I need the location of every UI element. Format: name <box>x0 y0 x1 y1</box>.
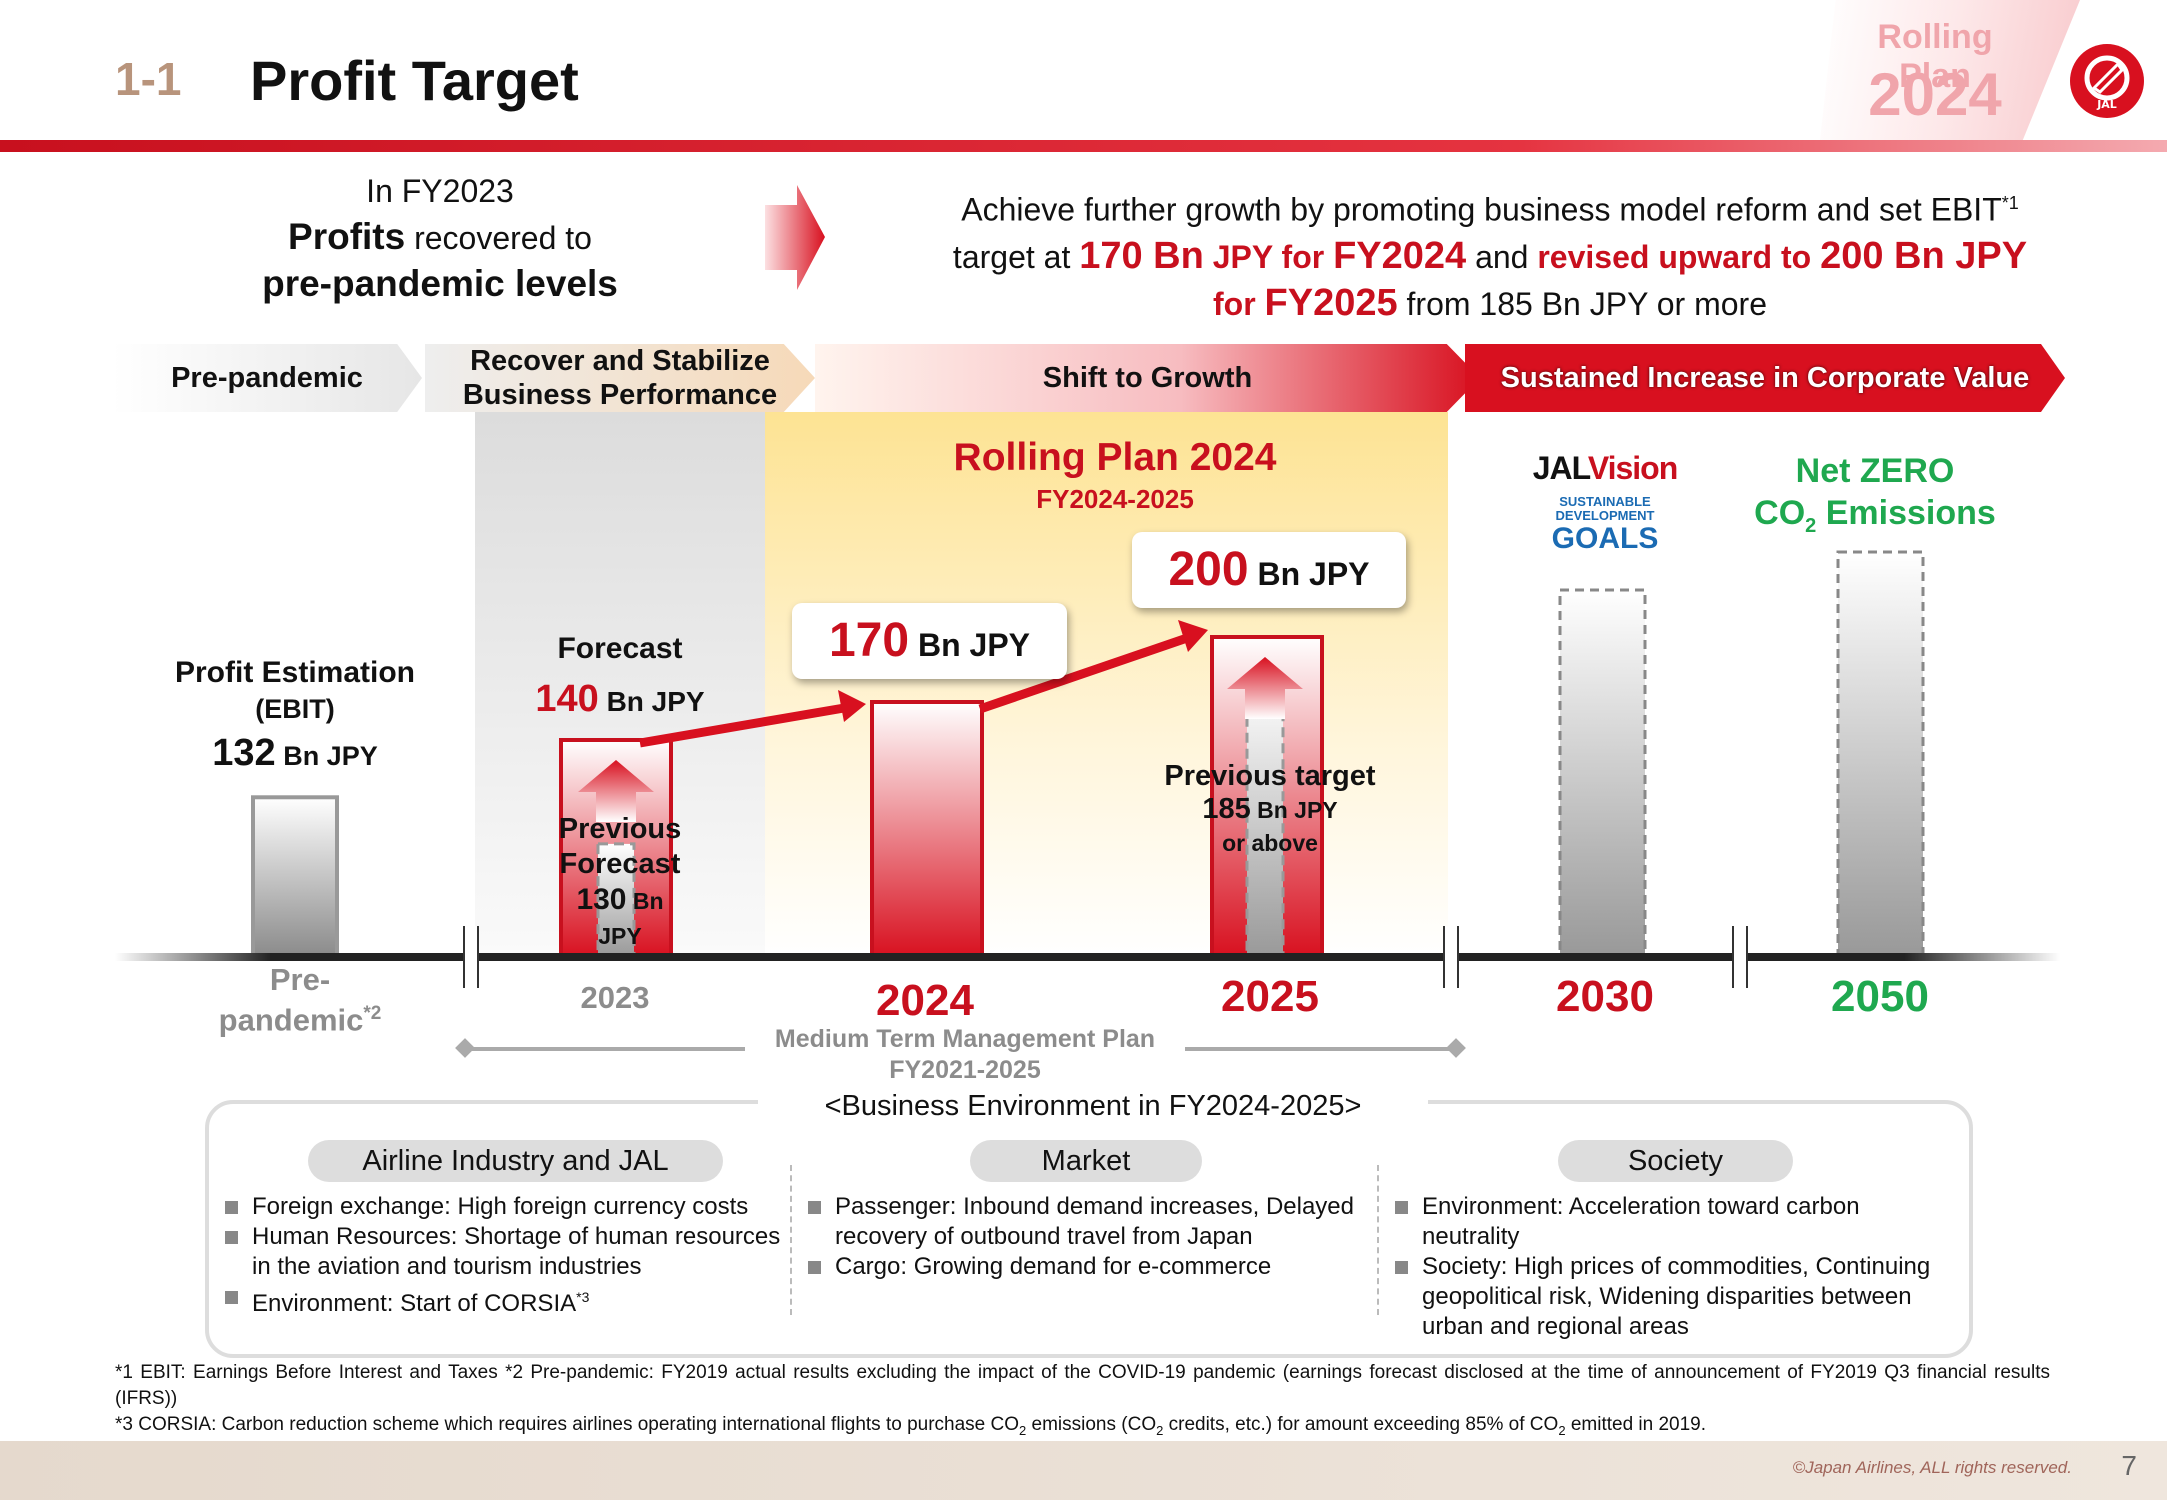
fy2025-previous-label: Previous target 185 Bn JPY or above <box>1164 760 1376 856</box>
year-prepandemic: Pre- pandemic*2 <box>218 962 382 1038</box>
intro-right: Achieve further growth by promoting busi… <box>900 180 2080 327</box>
timeline-axis <box>115 953 2060 961</box>
page-title: Profit Target <box>250 49 579 112</box>
intro-left: In FY2023 Profits recovered to pre-pande… <box>220 168 660 307</box>
header-band <box>0 140 2167 152</box>
env-col2-list: Passenger: Inbound demand increases, Del… <box>808 1192 1378 1282</box>
env-col3-list: Environment: Acceleration toward carbon … <box>1395 1192 1960 1342</box>
footnote-3: *3 CORSIA: Carbon reduction scheme which… <box>115 1414 1707 1438</box>
intro-right-line2: target at 170 Bn JPY for FY2024 and revi… <box>952 234 2028 277</box>
phase-pre-pandemic: Pre-pandemic <box>112 344 422 412</box>
column-divider <box>1377 1165 1379 1315</box>
column-divider <box>790 1165 792 1315</box>
fy2023-previous-label: Previous Forecast 130 Bn JPY <box>558 813 682 949</box>
previous-bar-2023 <box>596 842 636 959</box>
copyright: ©Japan Airlines, ALL rights reserved. <box>1792 1458 2072 1477</box>
profit-estimation-label: Profit Estimation <box>174 656 415 689</box>
intro-line1: In FY2023 <box>366 173 514 209</box>
intro-right-line1: Achieve further growth by promoting busi… <box>961 191 2019 228</box>
list-item: Cargo: Growing demand for e-commerce <box>808 1252 1378 1282</box>
axis-break <box>1732 926 1748 988</box>
env-col1-title: Airline Industry and JAL <box>308 1140 723 1182</box>
fy2024-callout: 170 Bn JPY <box>792 603 1067 679</box>
sdg-goals-icon: GOALS <box>1551 522 1659 555</box>
prepandemic-value: 132 <box>212 732 276 774</box>
env-col2-title: Market <box>970 1140 1202 1182</box>
env-col1-list: Foreign exchange: High foreign currency … <box>225 1192 785 1319</box>
forecast-label: Forecast <box>557 632 683 665</box>
growth-arrow-head-icon <box>838 690 866 722</box>
growth-arrow-head-icon <box>1178 620 1208 652</box>
bar-Pre-pandemic <box>251 795 339 960</box>
year-2025: 2025 <box>1221 972 1319 1021</box>
year-2024: 2024 <box>876 976 974 1025</box>
vision-text: Vision <box>1587 450 1678 486</box>
page-number: 7 <box>2121 1450 2137 1481</box>
year-2030: 2030 <box>1556 972 1654 1021</box>
business-environment-title: <Business Environment in FY2024-2025> <box>758 1090 1428 1123</box>
bar-2024 <box>870 700 984 959</box>
intro-arrow-icon <box>765 185 825 295</box>
footnote-1: *1 EBIT: Earnings Before Interest and Ta… <box>115 1362 2050 1409</box>
phase-recover: Recover and Stabilize Business Performan… <box>425 344 815 412</box>
phase-shift-to-growth: Shift to Growth <box>815 344 1480 412</box>
badge-line2: 2024 <box>1868 61 2002 128</box>
year-2050: 2050 <box>1831 972 1929 1021</box>
list-item: Environment: Acceleration toward carbon … <box>1395 1192 1960 1252</box>
axis-break <box>1443 926 1459 988</box>
fy2023-prev-value: 130 <box>576 883 627 916</box>
section-number: 1-1 <box>115 53 182 105</box>
growth-arrow-line <box>978 632 1192 714</box>
fy2025-prev-value: 185 <box>1202 793 1251 825</box>
mtmp-right-end-icon <box>1446 1038 1466 1058</box>
fy2025-callout: 200 Bn JPY <box>1132 532 1406 608</box>
mtmp-left-end-icon <box>455 1038 475 1058</box>
footer-bar <box>0 1441 2167 1500</box>
prepandemic-label: Profit Estimation (EBIT) 132 Bn JPY <box>165 655 425 774</box>
fy2023-forecast-label: Forecast 140 Bn JPY <box>510 632 730 721</box>
growth-arrow-line <box>639 702 851 748</box>
env-col3-title: Society <box>1558 1140 1793 1182</box>
increase-arrow-icon <box>578 760 654 822</box>
intro-right-line3: for FY2025 from 185 Bn JPY or more <box>1213 281 1767 324</box>
rolling-plan-title: Rolling Plan 2024 <box>953 436 1277 479</box>
jal-text: JAL <box>1532 450 1589 486</box>
rolling-plan-period: FY2024-2025 <box>1036 484 1194 514</box>
increase-arrow-icon <box>1227 657 1303 719</box>
intro-line3: pre-pandemic levels <box>262 263 618 304</box>
year-2023: 2023 <box>580 980 650 1015</box>
axis-break <box>463 926 479 988</box>
bar-2030 <box>1558 588 1647 957</box>
jal-logo-icon: JAL <box>2070 44 2144 118</box>
net-zero-heading: Net ZERO CO2 Emissions <box>1754 452 1996 537</box>
logo-text: JAL <box>2096 98 2117 111</box>
list-item: Environment: Start of CORSIA*3 <box>225 1282 785 1319</box>
bar-2050 <box>1836 550 1925 957</box>
fy2023-value: 140 <box>535 678 599 720</box>
list-item: Society: High prices of commodities, Con… <box>1395 1252 1960 1342</box>
intro-line2: Profits recovered to <box>288 216 592 257</box>
fy2024-value: 170 <box>828 614 910 667</box>
rolling-plan-heading: Rolling Plan 2024 FY2024-2025 <box>880 436 1350 515</box>
list-item: Passenger: Inbound demand increases, Del… <box>808 1192 1378 1252</box>
ebit-label: (EBIT) <box>255 694 335 724</box>
mtmp-label: Medium Term Management Plan FY2021-2025 <box>774 1025 1156 1084</box>
list-item: Human Resources: Shortage of human resou… <box>225 1222 785 1282</box>
mtmp-line-left <box>465 1047 745 1051</box>
fy2025-value: 200 <box>1168 543 1249 596</box>
mtmp-line-right <box>1185 1047 1455 1051</box>
jal-vision-logo: JALVision SUSTAINABLE DEVELOPMENT GOALS <box>1530 450 1680 555</box>
phase-sustained-increase: Sustained Increase in Corporate Value <box>1465 344 2065 412</box>
list-item: Foreign exchange: High foreign currency … <box>225 1192 785 1222</box>
badge-line1: Rolling Plan <box>1877 18 1993 95</box>
